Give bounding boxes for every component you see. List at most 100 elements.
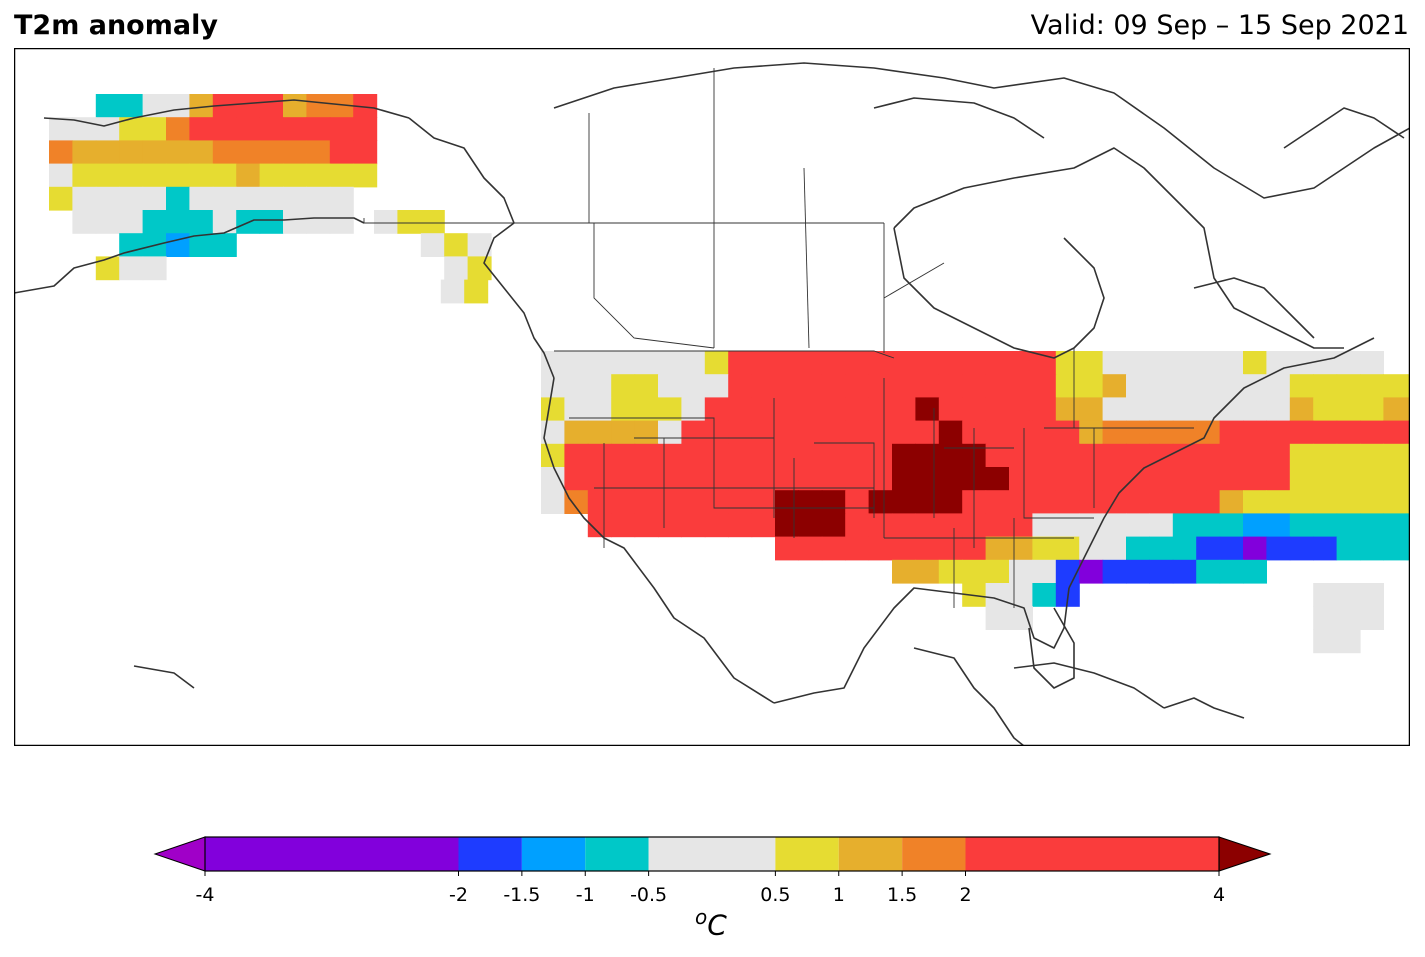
anomaly-cell [587,420,612,445]
anomaly-cell [892,536,916,561]
anomaly-cell [1079,397,1104,422]
anomaly-cell [1079,351,1104,375]
anomaly-cell [142,117,167,141]
anomaly-cell [1079,467,1104,491]
anomaly-cell [728,397,753,422]
anomaly-cell [464,279,489,304]
anomaly-cell [1079,559,1104,584]
anomaly-cell [1102,513,1127,538]
anomaly-cell [1079,536,1104,561]
border-segment [883,262,945,299]
anomaly-cell [1289,536,1314,561]
anomaly-cell [1009,397,1033,422]
anomaly-cell [587,490,612,514]
anomaly-cell [1313,374,1338,398]
colorbar-under-arrow [153,836,206,872]
anomaly-cell [845,467,870,491]
coastline-segment [1068,337,1375,589]
anomaly-cell [1009,606,1033,630]
anomaly-cell [985,559,1010,584]
anomaly-cell [541,467,565,491]
anomaly-cell [938,536,963,561]
anomaly-cell [985,374,1010,398]
anomaly-cell [119,210,144,234]
anomaly-cell [1406,374,1410,398]
anomaly-cell [1126,513,1150,538]
colorbar-tick-label: 0.5 [760,884,790,906]
anomaly-cell [611,490,636,514]
coastlines [14,62,1410,746]
anomaly-cell [892,490,916,514]
anomaly-cell [728,490,753,514]
anomaly-map [14,48,1410,746]
anomaly-cell [681,420,706,445]
colorbar-tick-label: 4 [1213,884,1225,906]
anomaly-cell [798,513,823,538]
anomaly-cell [236,117,261,141]
anomaly-cell [1383,513,1408,538]
anomaly-cell [915,559,940,584]
anomaly-cell [1172,467,1197,491]
anomaly-cell [892,443,916,468]
anomaly-cell [1313,513,1338,538]
anomaly-cell [1243,536,1267,561]
anomaly-cell [212,233,237,257]
anomaly-cell [119,186,144,211]
anomaly-cell [1196,490,1221,514]
anomaly-cell [868,397,893,422]
anomaly-cell [1009,536,1033,561]
anomaly-cell [1313,629,1338,654]
anomaly-cell [728,467,753,491]
anomaly-cell [189,186,214,211]
border-segment [554,350,895,359]
anomaly-cell [1383,536,1408,561]
anomaly-cell [775,490,799,514]
anomaly-cell [1126,490,1150,514]
anomaly-cell [259,163,284,188]
anomaly-cell [49,186,73,211]
anomaly-cell [1149,513,1174,538]
anomaly-cell [329,163,354,188]
anomaly-cell [353,140,378,165]
anomaly-cell [1009,559,1033,584]
anomaly-cell [868,467,893,491]
anomaly-cell [868,374,893,398]
anomaly-cell [845,443,870,468]
anomaly-cell [1289,490,1314,514]
anomaly-cell [868,420,893,445]
anomaly-cell [1313,420,1338,445]
anomaly-cell [587,397,612,422]
anomaly-cell [306,94,331,118]
anomaly-cell [1336,467,1361,491]
anomaly-cell [1360,536,1384,561]
anomaly-cell [868,536,893,561]
anomaly-cell [1243,397,1267,422]
anomaly-cell [1009,443,1033,468]
anomaly-cell [1313,536,1338,561]
anomaly-cell [236,94,261,118]
anomaly-cell [467,233,492,257]
anomaly-cell [985,351,1010,375]
anomaly-cell [119,140,144,165]
coastline-segment [1193,277,1315,339]
anomaly-cell [634,374,659,398]
anomaly-cell [892,420,916,445]
anomaly-cell [798,490,823,514]
anomaly-cell [938,443,963,468]
anomaly-cell [1102,443,1127,468]
anomaly-cell [119,94,144,118]
anomaly-cell [1102,559,1127,584]
colorbar-tick-label: -1 [576,884,595,906]
anomaly-cell [915,536,940,561]
anomaly-cell [1336,420,1361,445]
anomaly-cell [1313,583,1338,607]
anomaly-cell [1219,513,1244,538]
anomaly-cell [821,467,846,491]
anomaly-cell [1243,351,1267,375]
anomaly-cell [681,467,706,491]
anomaly-cell [166,94,190,118]
anomaly-cell [1289,397,1314,422]
anomaly-cell [1079,374,1104,398]
anomaly-cell [704,397,729,422]
colorbar-tick-label: 2 [959,884,971,906]
